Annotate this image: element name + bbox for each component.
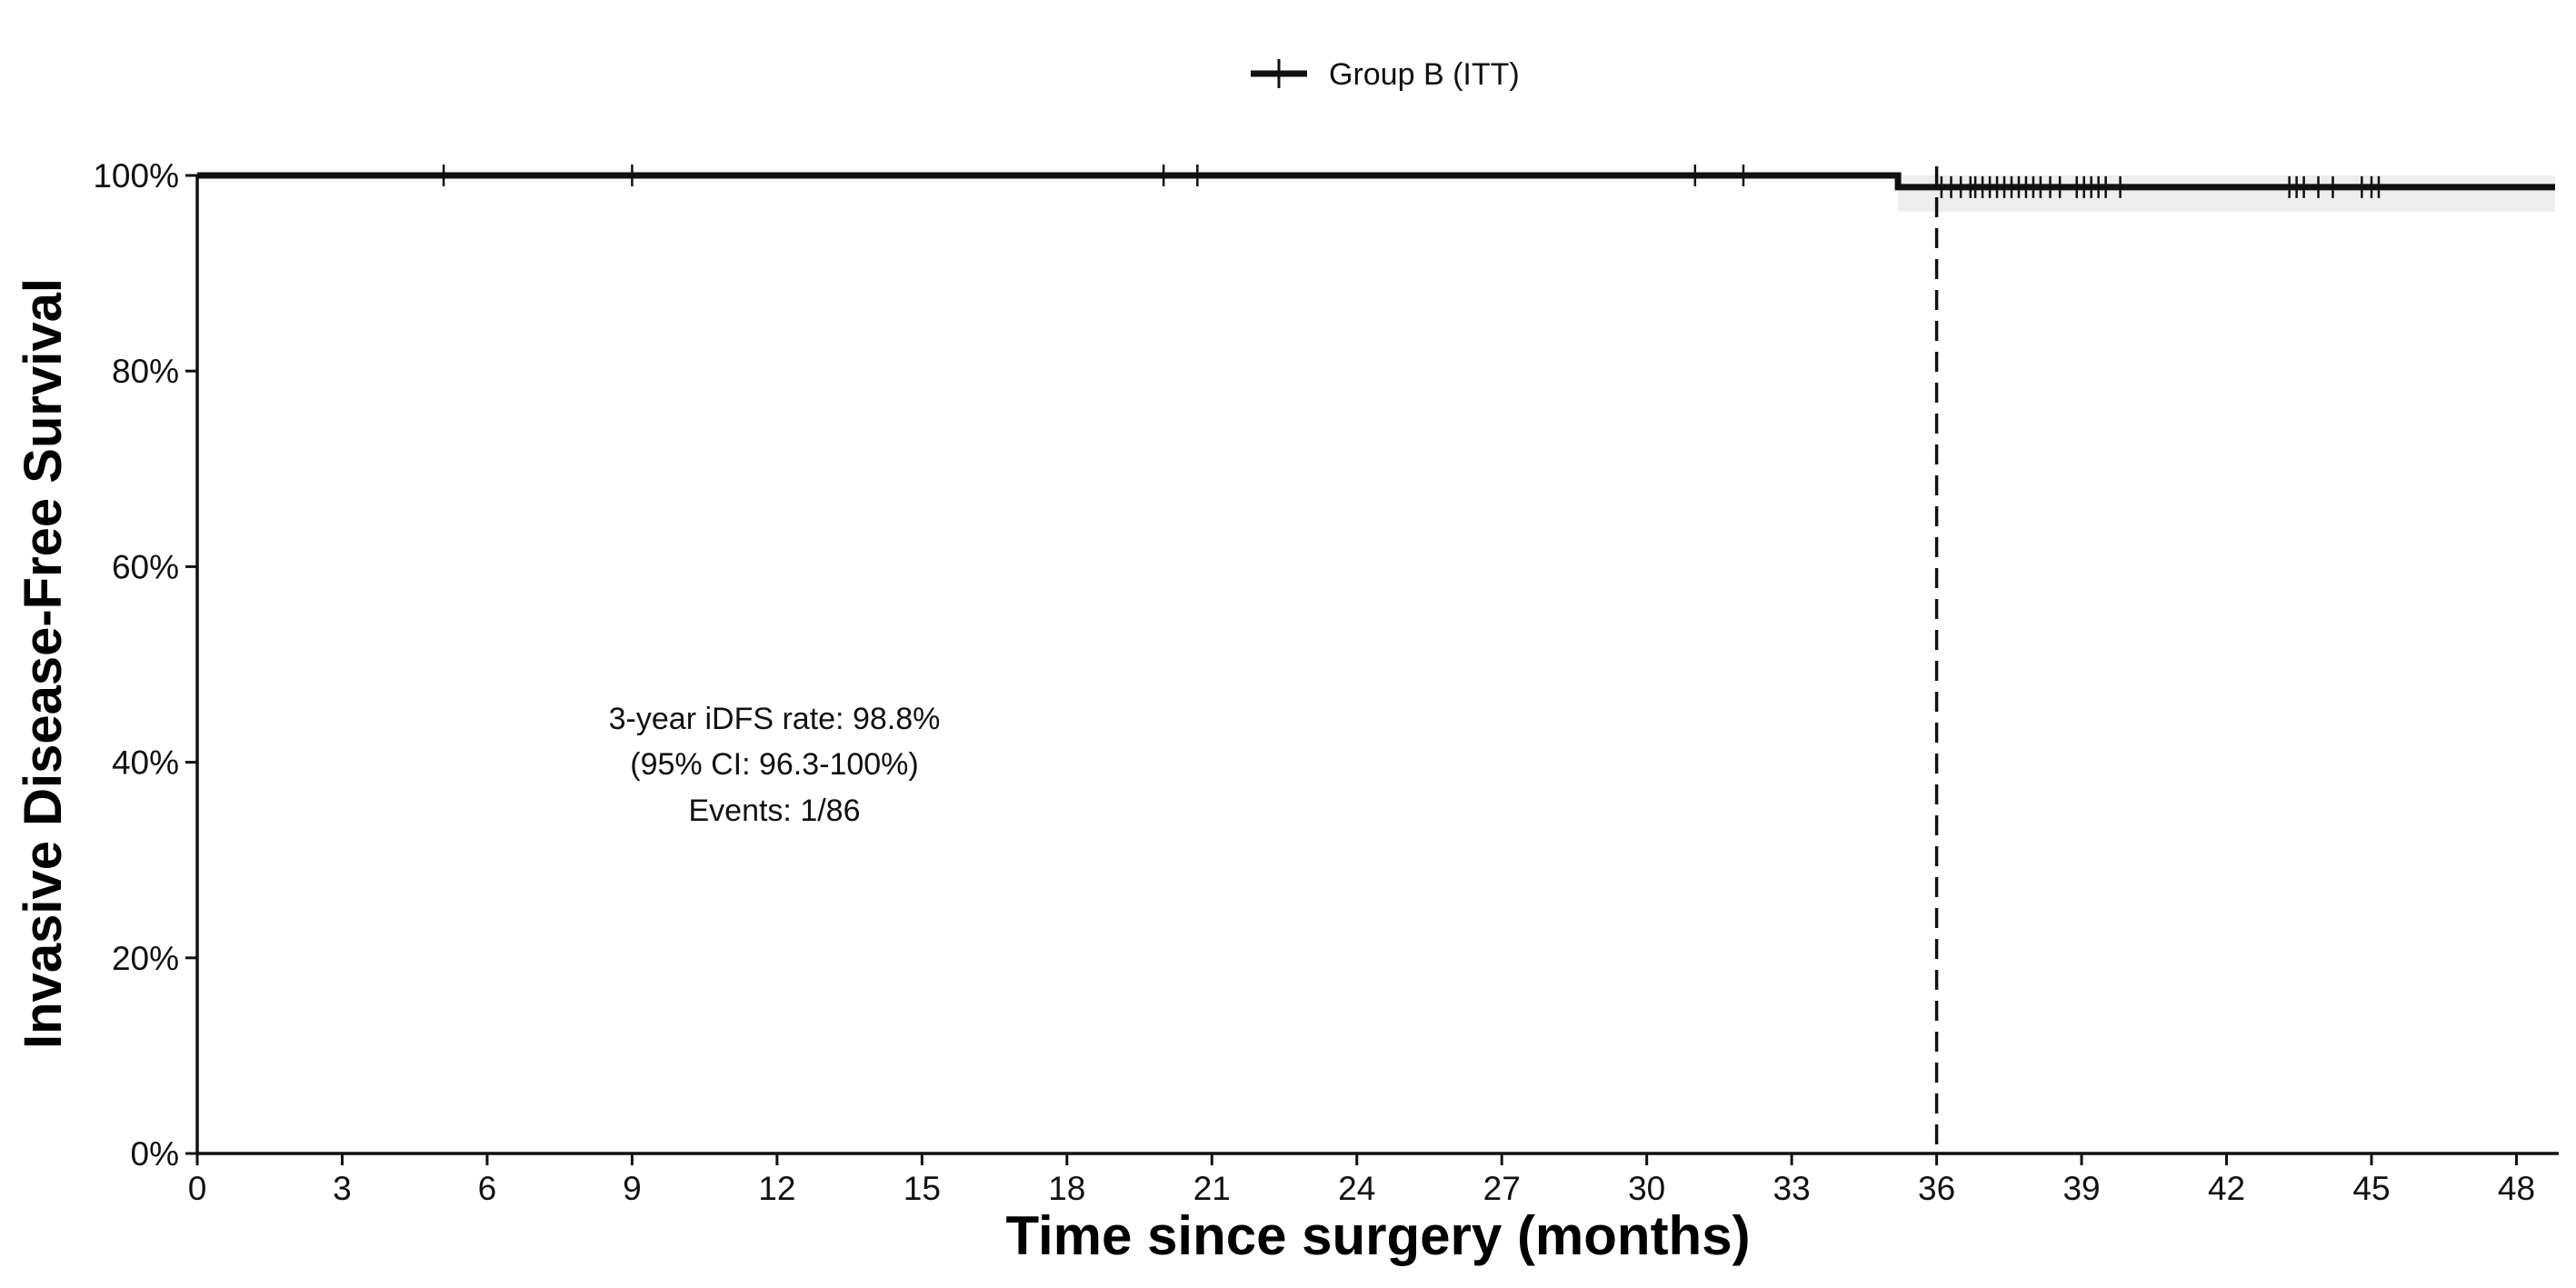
plot-area [197,165,2555,1153]
y-tick-label: 60% [112,548,179,585]
x-tick-label: 45 [2352,1170,2390,1207]
x-tick-label: 42 [2208,1170,2245,1207]
x-tick-label: 15 [904,1170,941,1207]
x-tick-label: 18 [1048,1170,1085,1207]
x-tick-label: 0 [188,1170,207,1207]
x-tick-label: 33 [1773,1170,1811,1207]
y-tick-label: 40% [112,744,179,782]
x-tick-label: 48 [2498,1170,2535,1207]
annotation-line-ci: (95% CI: 96.3-100%) [630,747,919,782]
y-tick-label: 0% [131,1135,179,1173]
x-tick-label: 24 [1338,1170,1375,1207]
x-tick-label: 30 [1628,1170,1665,1207]
x-tick-label: 9 [623,1170,642,1207]
x-tick-label: 12 [758,1170,795,1207]
ci-band [1898,175,2555,212]
y-tick-label: 80% [112,353,179,390]
survival-curve [197,172,2555,191]
x-tick-label: 39 [2062,1170,2100,1207]
x-axis-ticks: 0 3 6 9 12 15 18 21 24 27 30 33 36 39 42 45 48 [188,1153,2535,1207]
legend: Group B (ITT) [1251,57,1520,92]
x-tick-label: 27 [1483,1170,1521,1207]
annotation: 3-year iDFS rate: 98.8% (95% CI: 96.3-10… [609,702,941,828]
y-axis-title: Invasive Disease-Free Survival [14,278,73,1049]
x-axis-title: Time since surgery (months) [1005,1205,1750,1266]
y-axis-ticks: 0% 20% 40% 60% 80% 100% [93,157,197,1173]
legend-label: Group B (ITT) [1329,57,1520,92]
y-tick-label: 20% [112,940,179,977]
annotation-line-rate: 3-year iDFS rate: 98.8% [609,702,941,736]
x-tick-label: 36 [1918,1170,1955,1207]
x-tick-label: 21 [1193,1170,1231,1207]
x-tick-label: 3 [333,1170,352,1207]
annotation-line-events: Events: 1/86 [688,794,860,828]
y-tick-label: 100% [93,157,179,195]
x-tick-label: 6 [478,1170,497,1207]
